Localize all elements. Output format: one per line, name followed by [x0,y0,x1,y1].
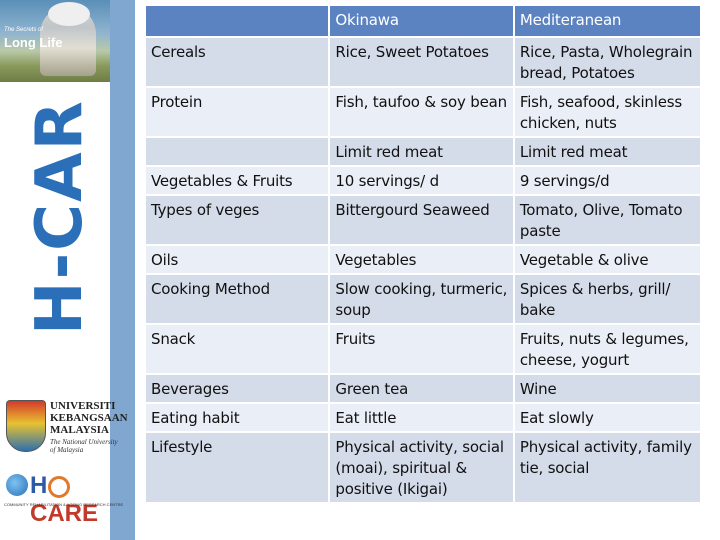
book-cover-photo: The Secrets of Long Life [0,0,110,82]
row-mediterranean-cell: Tomato, Olive, Tomato paste [514,196,700,244]
table-row: Oils Vegetables Vegetable & olive [146,246,700,273]
header-cell-okinawa: Okinawa [330,6,513,36]
hair-shape [48,2,90,26]
row-mediterranean-cell: Physical activity, family tie, social [514,433,700,502]
table-header-row: Okinawa Mediteranean [146,6,700,36]
row-okinawa-cell: Vegetables [330,246,513,273]
table-row: Cooking Method Slow cooking, turmeric, so… [146,275,700,323]
table-row: Limit red meat Limit red meat [146,138,700,165]
row-category-cell: Eating habit [146,404,329,431]
row-category-cell: Protein [146,88,329,136]
row-category-cell: Cereals [146,38,329,86]
row-mediterranean-cell: Eat slowly [514,404,700,431]
blue-sidebar-band [110,0,135,540]
table-row: Beverages Green tea Wine [146,375,700,402]
university-tagline: The National University of Malaysia [50,438,118,454]
row-okinawa-cell: Slow cooking, turmeric, soup [330,275,513,323]
sidebar: The Secrets of Long Life H-CAR UNIVERSIT… [0,0,135,540]
university-name-line-1: UNIVERSITI [50,400,116,412]
university-name: UNIVERSITI KEBANGSAAN MALAYSIA [50,400,128,436]
university-name-line-2: KEBANGSAAN [50,412,128,424]
header-cell-mediterranean: Mediteranean [514,6,700,36]
table-body: Cereals Rice, Sweet Potatoes Rice, Pasta, … [146,38,700,502]
row-mediterranean-cell: Vegetable & olive [514,246,700,273]
university-tagline-line-2: of Malaysia [50,446,84,454]
ukm-logo: UNIVERSITI KEBANGSAAN MALAYSIA The Natio… [4,398,134,460]
row-mediterranean-cell: Fish, seafood, skinless chicken, nuts [514,88,700,136]
hcare-care-word: CARE [30,500,99,527]
table-row: Types of veges Bittergourd Seaweed Tomato,… [146,196,700,244]
row-mediterranean-cell: Rice, Pasta, Wholegrain bread, Potatoes [514,38,700,86]
row-category-cell: Types of veges [146,196,329,244]
row-okinawa-cell: Green tea [330,375,513,402]
table-row: Eating habit Eat little Eat slowly [146,404,700,431]
row-mediterranean-cell: Fruits, nuts & legumes, cheese, yogurt [514,325,700,373]
row-mediterranean-cell: 9 servings/d [514,167,700,194]
row-okinawa-cell: Eat little [330,404,513,431]
table-row: Lifestyle Physical activity, social (moai… [146,433,700,502]
photo-small-title: The Secrets of [4,27,44,33]
row-category-cell: Beverages [146,375,329,402]
header-cell-blank [146,6,329,36]
photo-big-title: Long Life [4,35,63,50]
table-row: Snack Fruits Fruits, nuts & legumes, chees… [146,325,700,373]
row-okinawa-cell: 10 servings/ d [330,167,513,194]
table-row: Cereals Rice, Sweet Potatoes Rice, Pasta, … [146,38,700,86]
university-crest-icon [6,400,46,452]
globe-icon [6,474,28,496]
row-okinawa-cell: Fruits [330,325,513,373]
university-name-line-3: MALAYSIA [50,424,109,436]
hcare-h-letter: H [30,472,48,499]
row-mediterranean-cell: Spices & herbs, grill/ bake [514,275,700,323]
row-mediterranean-cell: Wine [514,375,700,402]
row-okinawa-cell: Fish, taufoo & soy bean [330,88,513,136]
hcare-logo: HCARE COMMUNITY REHABILITATION & AGEING … [4,470,134,527]
diet-comparison-table: Okinawa Mediteranean Cereals Rice, Sweet … [144,4,702,504]
hcare-circle-icon [48,475,71,498]
row-okinawa-cell: Rice, Sweet Potatoes [330,38,513,86]
university-tagline-line-1: The National University [50,438,118,446]
row-mediterranean-cell: Limit red meat [514,138,700,165]
row-category-cell: Lifestyle [146,433,329,502]
row-category-cell: Cooking Method [146,275,329,323]
row-okinawa-cell: Bittergourd Seaweed [330,196,513,244]
table-row: Protein Fish, taufoo & soy bean Fish, seaf… [146,88,700,136]
row-category-cell: Vegetables & Fruits [146,167,329,194]
row-category-cell: Oils [146,246,329,273]
hcare-wordmark: HCARE [30,472,134,528]
vertical-brand-label: H-CAR [22,99,97,335]
row-category-cell [146,138,329,165]
row-okinawa-cell: Physical activity, social (moai), spirit… [330,433,513,502]
row-category-cell: Snack [146,325,329,373]
row-okinawa-cell: Limit red meat [330,138,513,165]
hcare-subtitle: COMMUNITY REHABILITATION & AGEING RESEAR… [4,502,124,507]
